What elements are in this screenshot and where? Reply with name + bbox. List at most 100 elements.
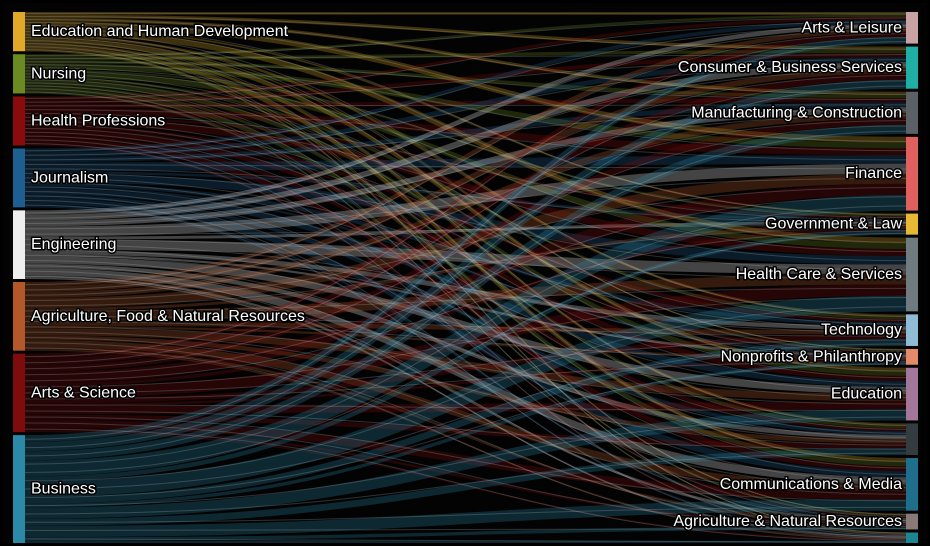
target-node-arts-and-leisure[interactable] (906, 12, 918, 44)
source-node-journalism[interactable] (13, 148, 25, 208)
flow-strand (24, 85, 907, 449)
flow-strand (24, 112, 907, 221)
flow-strand (24, 181, 907, 357)
flow-strand (24, 120, 907, 296)
target-node-consumer-and-business-services[interactable] (906, 46, 918, 89)
target-node-technology[interactable] (906, 314, 918, 346)
flow-link (24, 328, 907, 402)
target-label-communications-and-media: Communications & Media (720, 476, 902, 493)
flow-strand (24, 43, 907, 462)
flow-strand (24, 232, 907, 473)
flow-link (24, 194, 907, 477)
flow-link (24, 173, 907, 309)
source-label-health-professions: Health Professions (31, 112, 165, 129)
flow-link (24, 230, 907, 481)
flow-strand (24, 59, 907, 103)
flow-link (24, 142, 907, 518)
flow-link (24, 183, 907, 384)
flow-link (24, 19, 907, 153)
source-node-arts-and-science[interactable] (13, 353, 25, 433)
flow-strand (24, 195, 907, 482)
target-node-communications-and-media[interactable] (906, 458, 918, 511)
flow-link (24, 32, 907, 359)
source-node-agriculture-food-and-natural-resources[interactable] (13, 282, 25, 351)
source-label-arts-and-science: Arts & Science (31, 384, 136, 401)
flow-strand (24, 33, 907, 286)
source-node-nursing[interactable] (13, 54, 25, 94)
flow-strand (24, 31, 907, 317)
flow-strand (24, 25, 907, 152)
flow-strand (24, 363, 907, 498)
flow-link (24, 448, 907, 526)
flow-link (24, 187, 907, 388)
flow-strand (24, 91, 907, 535)
flow-link (24, 274, 907, 322)
flow-link (24, 27, 907, 287)
flow-link (24, 414, 907, 449)
flow-strand (24, 116, 907, 262)
target-node-manufacturing-and-construction[interactable] (906, 91, 918, 134)
flow-strand (24, 25, 907, 216)
target-label-health-care-and-services: Health Care & Services (736, 266, 902, 283)
flow-link (24, 42, 907, 426)
target-label-consumer-and-business-services: Consumer & Business Services (678, 59, 902, 76)
flow-strand (24, 64, 907, 156)
target-node-unlabeled-9[interactable] (906, 423, 918, 456)
flow-link (24, 224, 907, 312)
flow-link (24, 171, 907, 222)
flow-strand (24, 404, 907, 412)
flow-strand (24, 339, 907, 394)
flow-link (24, 335, 907, 444)
source-label-agriculture-food-and-natural-resources: Agriculture, Food & Natural Resources (31, 308, 305, 325)
target-node-health-care-and-services[interactable] (906, 237, 918, 312)
flow-link (24, 70, 907, 250)
flow-link (24, 107, 907, 227)
flow-link (24, 53, 907, 104)
flow-strand (24, 41, 907, 440)
flow-strand (24, 306, 907, 482)
source-labels: Education and Human Development Nursing He… (30, 22, 307, 499)
target-node-unlabeled-12[interactable] (906, 532, 918, 543)
flow-strand (24, 28, 907, 243)
target-node-education[interactable] (906, 367, 918, 421)
flow-link (24, 84, 907, 429)
flow-strand (24, 410, 907, 450)
flow-strand (24, 416, 907, 507)
flow-link (24, 91, 907, 517)
source-node-education-and-human-development[interactable] (13, 12, 25, 52)
flow-strand (24, 124, 907, 355)
flow-link (24, 321, 907, 335)
flow-strand (24, 70, 907, 252)
target-nodes (906, 12, 918, 543)
flow-link (24, 358, 907, 407)
flow-link (24, 36, 907, 442)
flow-link (24, 49, 907, 515)
flow-strand (24, 361, 907, 400)
source-node-health-professions[interactable] (13, 96, 25, 146)
flow-link (24, 430, 907, 541)
source-node-business[interactable] (13, 435, 25, 543)
target-label-government-and-law: Government & Law (765, 216, 902, 233)
target-node-agriculture-and-natural-resources[interactable] (906, 513, 918, 530)
flow-strand (24, 128, 907, 385)
flow-link (24, 80, 907, 376)
flow-link (24, 419, 907, 500)
flow-strand (24, 76, 907, 353)
target-node-government-and-law[interactable] (906, 213, 918, 235)
target-node-nonprofits-and-philanthropy[interactable] (906, 348, 918, 365)
flow-strand (24, 40, 907, 426)
flow-link (24, 249, 907, 331)
flow-strand (24, 131, 907, 434)
flow-strand (24, 19, 907, 95)
flow-strand (24, 186, 907, 392)
source-node-engineering[interactable] (13, 210, 25, 279)
flow-link (24, 63, 907, 149)
flow-link (24, 98, 907, 108)
target-node-finance[interactable] (906, 136, 918, 211)
flow-strand (24, 172, 907, 271)
flow-link (24, 198, 907, 478)
flow-strand (24, 506, 907, 523)
